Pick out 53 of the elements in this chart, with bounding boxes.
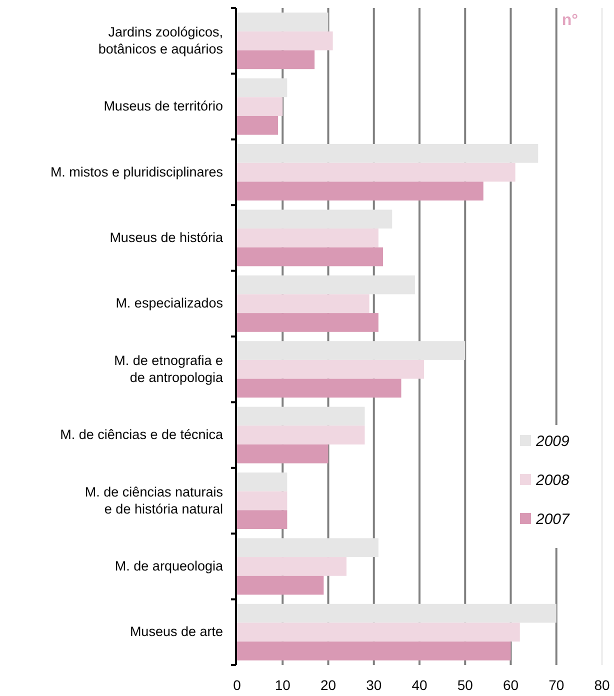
bar (237, 491, 288, 510)
bar (237, 604, 556, 623)
y-tick-label: Museus de arte (130, 624, 223, 639)
bar (237, 472, 288, 492)
x-tick-label: 40 (412, 677, 428, 693)
bar (237, 642, 511, 660)
y-tick-label: M. de etnografia e de antropologia (114, 352, 224, 384)
bar (237, 426, 365, 444)
y-tick-label: M. de ciências naturais e de história natural (84, 484, 224, 516)
y-tick-label: M. de ciências e de técnica (60, 426, 224, 442)
bar (237, 294, 370, 314)
y-tick-label: M. especializados (116, 295, 224, 310)
bar (237, 406, 365, 426)
bar (237, 116, 278, 135)
y-tick-label: M. de arqueologia (114, 558, 224, 574)
x-tick-label: 70 (548, 677, 564, 693)
bar (237, 378, 402, 398)
x-tick-label: 20 (320, 677, 336, 693)
bar (237, 162, 516, 182)
x-tick-label: 30 (366, 677, 382, 693)
legend-label: 2008 (535, 472, 570, 489)
x-tick-label: 0 (233, 677, 242, 693)
bar (237, 31, 333, 50)
x-axis-title: n° (562, 12, 578, 29)
bar (237, 538, 378, 558)
bar (237, 50, 315, 70)
x-tick-label: 60 (502, 677, 519, 693)
legend-label: 2007 (535, 511, 570, 528)
bar (237, 313, 378, 332)
bar (237, 78, 288, 98)
x-tick-label: 50 (457, 677, 474, 693)
bar (237, 210, 392, 229)
bar (237, 144, 538, 163)
bar (237, 97, 283, 116)
bar (237, 557, 346, 576)
bar (237, 576, 324, 595)
bar (237, 275, 415, 294)
bar (237, 622, 520, 642)
y-tick-label: Museus de história (110, 230, 224, 245)
legend-label: 2009 (535, 433, 570, 450)
x-tick-label: 10 (274, 677, 291, 693)
bar (237, 360, 424, 379)
bar (237, 510, 288, 529)
bar (237, 182, 484, 200)
bar (237, 247, 383, 266)
bar (237, 228, 378, 248)
x-tick-label: 80 (594, 677, 610, 693)
bar (237, 12, 328, 32)
y-tick-label: M. mistos e pluridisciplinares (50, 164, 224, 179)
bar (237, 444, 328, 464)
bar (237, 341, 466, 360)
y-tick-label: Museus de território (104, 98, 223, 114)
y-tick-label: Jardins zoológicos, botânicos e aquários (98, 24, 224, 56)
